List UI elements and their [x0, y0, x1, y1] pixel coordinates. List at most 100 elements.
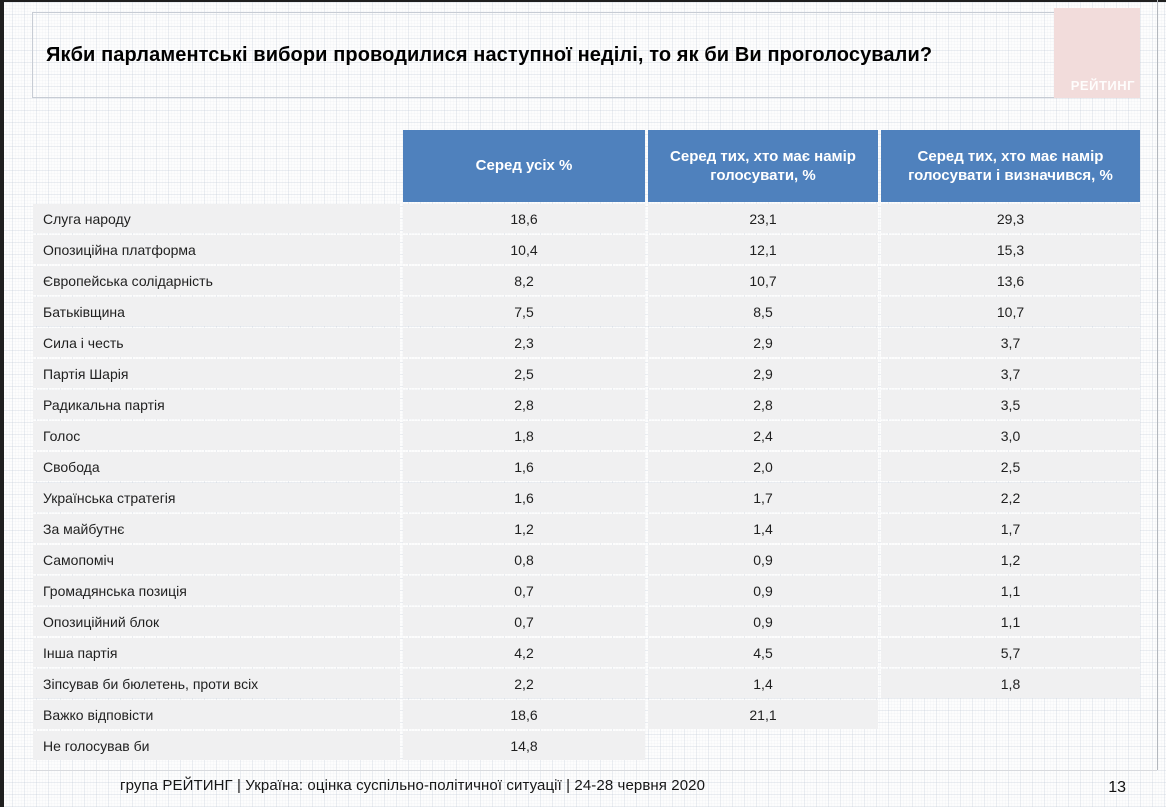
value-cell: 0,8 — [403, 545, 645, 574]
table-row: Голос 1,8 2,4 3,0 — [33, 421, 1140, 450]
party-label: Українська стратегія — [33, 483, 400, 512]
value-cell: 1,4 — [648, 669, 878, 698]
page-number: 13 — [1108, 779, 1126, 796]
value-cell: 3,7 — [881, 328, 1140, 357]
column-header-intend-to-vote: Серед тих, хто має намір голосувати, % — [648, 130, 878, 202]
value-cell: 1,1 — [881, 576, 1140, 605]
value-cell: 0,7 — [403, 607, 645, 636]
footer-divider — [30, 770, 1157, 771]
value-cell: 3,7 — [881, 359, 1140, 388]
value-cell: 2,3 — [403, 328, 645, 357]
value-cell: 8,2 — [403, 266, 645, 295]
party-label: Слуга народу — [33, 204, 400, 233]
value-cell: 5,7 — [881, 638, 1140, 667]
party-label: Громадянська позиція — [33, 576, 400, 605]
table-row: Батьківщина 7,5 8,5 10,7 — [33, 297, 1140, 326]
table-row: Європейська солідарність 8,2 10,7 13,6 — [33, 266, 1140, 295]
party-label: Опозиційна платформа — [33, 235, 400, 264]
value-cell: 15,3 — [881, 235, 1140, 264]
value-cell: 0,9 — [648, 545, 878, 574]
empty-cell — [881, 731, 1140, 760]
table-row: Свобода 1,6 2,0 2,5 — [33, 452, 1140, 481]
value-cell: 2,8 — [403, 390, 645, 419]
value-cell: 2,2 — [403, 669, 645, 698]
value-cell: 8,5 — [648, 297, 878, 326]
party-label: За майбутнє — [33, 514, 400, 543]
party-label: Не голосував би — [33, 731, 400, 760]
footer-caption: група РЕЙТИНГ | Україна: оцінка суспільн… — [120, 777, 706, 794]
value-cell: 2,2 — [881, 483, 1140, 512]
table-row: Опозиційний блок 0,7 0,9 1,1 — [33, 607, 1140, 636]
value-cell: 3,0 — [881, 421, 1140, 450]
left-border — [0, 0, 4, 807]
value-cell: 4,2 — [403, 638, 645, 667]
party-label: Важко відповісти — [33, 700, 400, 729]
table-row: Громадянська позиція 0,7 0,9 1,1 — [33, 576, 1140, 605]
party-label: Самопоміч — [33, 545, 400, 574]
table-row: Опозиційна платформа 10,4 12,1 15,3 — [33, 235, 1140, 264]
table-row: Зіпсував би бюлетень, проти всіх 2,2 1,4 1,… — [33, 669, 1140, 698]
value-cell: 0,9 — [648, 576, 878, 605]
column-header-among-all: Серед усіх % — [403, 130, 645, 202]
value-cell: 1,4 — [648, 514, 878, 543]
table-row: За майбутнє 1,2 1,4 1,7 — [33, 514, 1140, 543]
rating-logo: РЕЙТИНГ — [1054, 8, 1140, 98]
value-cell: 18,6 — [403, 700, 645, 729]
value-cell: 2,9 — [648, 328, 878, 357]
title-box: Якби парламентські вибори проводилися на… — [32, 12, 1140, 98]
value-cell: 2,5 — [881, 452, 1140, 481]
header-spacer — [33, 130, 400, 202]
table-row: Не голосував би 14,8 — [33, 731, 1140, 760]
party-label: Сила і честь — [33, 328, 400, 357]
value-cell: 0,7 — [403, 576, 645, 605]
value-cell: 1,2 — [881, 545, 1140, 574]
value-cell: 1,6 — [403, 483, 645, 512]
value-cell: 2,8 — [648, 390, 878, 419]
table-row: Самопоміч 0,8 0,9 1,2 — [33, 545, 1140, 574]
value-cell: 4,5 — [648, 638, 878, 667]
table-row: Слуга народу 18,6 23,1 29,3 — [33, 204, 1140, 233]
table-row: Партія Шарія 2,5 2,9 3,7 — [33, 359, 1140, 388]
table-row: Українська стратегія 1,6 1,7 2,2 — [33, 483, 1140, 512]
party-label: Зіпсував би бюлетень, проти всіх — [33, 669, 400, 698]
value-cell: 1,6 — [403, 452, 645, 481]
value-cell: 1,8 — [403, 421, 645, 450]
value-cell: 13,6 — [881, 266, 1140, 295]
top-border — [0, 0, 1166, 2]
value-cell: 2,4 — [648, 421, 878, 450]
value-cell: 10,7 — [648, 266, 878, 295]
value-cell: 0,9 — [648, 607, 878, 636]
value-cell: 29,3 — [881, 204, 1140, 233]
table-row: Інша партія 4,2 4,5 5,7 — [33, 638, 1140, 667]
table-row: Сила і честь 2,3 2,9 3,7 — [33, 328, 1140, 357]
value-cell: 23,1 — [648, 204, 878, 233]
value-cell: 1,8 — [881, 669, 1140, 698]
party-label: Голос — [33, 421, 400, 450]
table-row: Важко відповісти 18,6 21,1 — [33, 700, 1140, 729]
value-cell: 10,7 — [881, 297, 1140, 326]
party-label: Опозиційний блок — [33, 607, 400, 636]
value-cell: 2,5 — [403, 359, 645, 388]
table-body: Слуга народу 18,6 23,1 29,3 Опозиційна платф… — [33, 204, 1140, 760]
table-header-row: Серед усіх % Серед тих, хто має намір го… — [33, 130, 1140, 202]
party-label: Радикальна партія — [33, 390, 400, 419]
value-cell: 2,9 — [648, 359, 878, 388]
value-cell: 1,7 — [648, 483, 878, 512]
right-border — [1157, 0, 1158, 770]
value-cell: 7,5 — [403, 297, 645, 326]
empty-cell — [648, 731, 878, 760]
rating-logo-text: РЕЙТИНГ — [1070, 78, 1135, 93]
table-row: Радикальна партія 2,8 2,8 3,5 — [33, 390, 1140, 419]
value-cell: 1,2 — [403, 514, 645, 543]
value-cell: 2,0 — [648, 452, 878, 481]
value-cell: 12,1 — [648, 235, 878, 264]
value-cell: 1,7 — [881, 514, 1140, 543]
party-label: Партія Шарія — [33, 359, 400, 388]
party-label: Батьківщина — [33, 297, 400, 326]
party-label: Європейська солідарність — [33, 266, 400, 295]
party-label: Свобода — [33, 452, 400, 481]
value-cell: 3,5 — [881, 390, 1140, 419]
value-cell: 1,1 — [881, 607, 1140, 636]
party-label: Інша партія — [33, 638, 400, 667]
